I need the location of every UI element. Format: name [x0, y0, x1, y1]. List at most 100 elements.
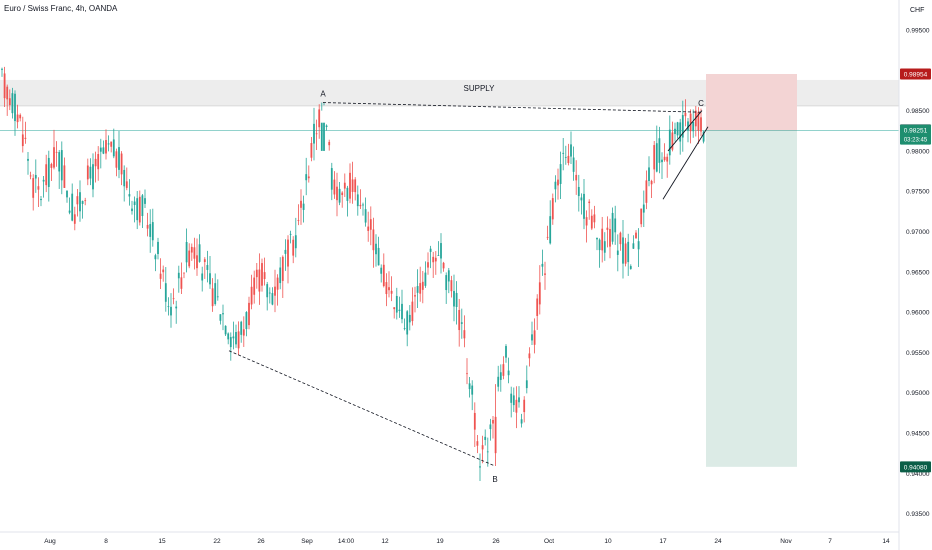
trendline-to-b[interactable] [228, 350, 496, 467]
candle [219, 314, 222, 325]
candle [523, 396, 526, 423]
candle [445, 272, 448, 304]
candle [227, 332, 230, 345]
time-axis[interactable]: Aug 8 15 22 26 Sep 14:00 12 19 26 Oct 10 17 24 Nov 7 14 [44, 538, 890, 545]
take-profit-zone[interactable] [706, 130, 797, 467]
candle [585, 210, 588, 243]
candle [32, 174, 35, 211]
candle [131, 200, 133, 215]
candle [63, 157, 66, 188]
wedge-lower-line[interactable] [662, 126, 709, 200]
candle [663, 143, 666, 162]
candle [375, 234, 377, 267]
candle [76, 189, 79, 217]
candle [79, 180, 81, 222]
x-tick-label: Nov [780, 538, 792, 545]
candle [141, 193, 144, 229]
price-tag-value: 0.98954 [904, 72, 928, 79]
candle [159, 258, 162, 289]
candle [362, 202, 364, 216]
candle [458, 298, 461, 347]
price-tag-countdown: 03:23:45 [904, 138, 928, 144]
candle [263, 257, 266, 286]
price-axis[interactable]: 0.995000.990000.985000.980000.975000.970… [906, 28, 930, 519]
x-tick-label: Aug [44, 538, 56, 545]
candle [216, 279, 219, 301]
candle [279, 257, 282, 290]
y-tick-label: 0.97000 [906, 229, 930, 236]
candle [183, 272, 185, 279]
annotation-layer: A B C SUPPLY [228, 84, 709, 484]
candle [557, 168, 559, 200]
candle [411, 287, 414, 326]
price-tag: 0.94080 [900, 461, 931, 473]
candle [188, 243, 191, 269]
wedge-upper-line[interactable] [667, 110, 703, 152]
candle [86, 158, 89, 186]
candle [388, 271, 390, 298]
candle [60, 141, 63, 195]
candle [419, 266, 422, 302]
candle [99, 138, 102, 169]
candle [515, 386, 518, 429]
candle [253, 270, 256, 304]
candle [14, 90, 16, 136]
candle [559, 151, 562, 200]
candle [190, 243, 193, 261]
candle [175, 300, 178, 324]
candle [53, 129, 55, 170]
candle [94, 151, 97, 183]
candle [541, 249, 544, 276]
candle [471, 380, 474, 411]
candle [588, 199, 591, 220]
candles-layer [1, 66, 705, 481]
candle [27, 152, 29, 175]
candle [237, 321, 240, 356]
candle [351, 161, 354, 204]
candle [606, 216, 609, 248]
candle [1, 67, 3, 77]
candle [229, 332, 232, 361]
point-label-a: A [320, 90, 326, 99]
candle [222, 304, 224, 331]
candle [546, 225, 549, 240]
y-tick-label: 0.95000 [906, 390, 930, 397]
candle [479, 453, 481, 481]
candle [661, 152, 663, 179]
candle [336, 172, 338, 217]
candle [302, 195, 305, 223]
trendline-a-c[interactable] [322, 102, 703, 113]
stop-loss-zone[interactable] [706, 74, 797, 131]
candle [209, 256, 211, 289]
candle [533, 318, 536, 354]
candle [616, 234, 619, 272]
candle [653, 140, 656, 184]
candle [107, 135, 110, 152]
point-label-c: C [698, 99, 704, 108]
candle [281, 255, 284, 298]
candle [700, 108, 702, 136]
candle [648, 156, 650, 187]
candle [364, 197, 367, 227]
candle [123, 165, 126, 202]
candle [372, 217, 375, 268]
candle [369, 206, 372, 246]
candle [408, 305, 411, 331]
candle [640, 208, 643, 228]
candle [92, 153, 94, 198]
candle [481, 435, 484, 464]
x-tick-label: 14 [882, 538, 890, 545]
candle [313, 107, 315, 161]
candle [406, 310, 409, 347]
candle [549, 200, 552, 245]
candle [603, 232, 606, 261]
candle [318, 104, 321, 139]
candle [40, 196, 42, 207]
candle [235, 324, 237, 348]
candle [694, 105, 697, 137]
y-tick-label: 0.96500 [906, 269, 930, 276]
candle [692, 109, 695, 138]
candle [570, 131, 572, 164]
candle [164, 267, 167, 312]
